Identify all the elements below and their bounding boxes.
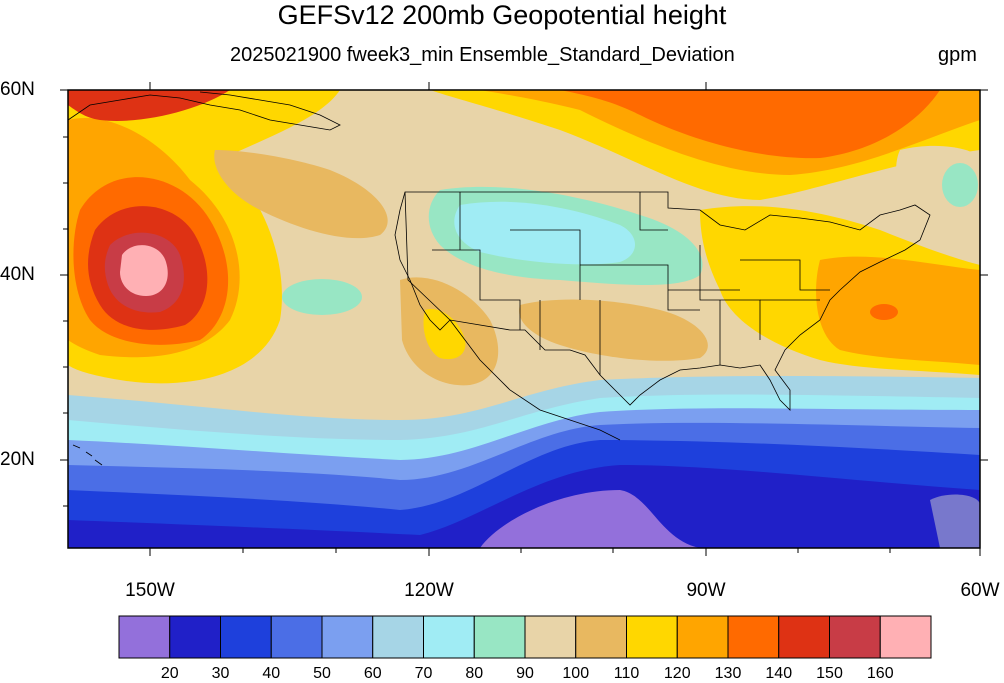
colorbar-tick-label: 60 — [363, 665, 382, 682]
contour-field — [68, 90, 980, 548]
band-30 — [68, 465, 980, 548]
sw-120 — [423, 309, 466, 360]
colorbar-swatch — [270, 615, 323, 659]
colorbar-swatch — [423, 615, 475, 659]
mid-east-120 — [718, 236, 801, 320]
colorbar-tick-label: 40 — [262, 665, 281, 682]
nw-160 — [120, 245, 168, 296]
colorbar-tick-label: 120 — [663, 665, 691, 682]
colorbar-swatch — [727, 615, 780, 659]
south-110 — [519, 299, 708, 361]
colorbar-tick-label: 160 — [866, 665, 894, 682]
colorbar-tick-label: 130 — [714, 665, 742, 682]
north-140 — [560, 90, 940, 159]
colorbar-swatch — [575, 615, 627, 659]
land-shadow — [930, 494, 980, 548]
alaska-150 — [68, 90, 230, 121]
east-130 — [816, 256, 980, 365]
colorbar-swatch — [321, 615, 374, 659]
colorbar-tick-label: 80 — [465, 665, 484, 682]
units-label: gpm — [938, 44, 977, 66]
colorbar-swatch — [372, 615, 424, 659]
lon-label-60w: 60W — [960, 580, 1000, 601]
lon-label-150w: 150W — [125, 580, 175, 601]
colorbar-tick-label: 100 — [562, 665, 590, 682]
colorbar-tick-label: 20 — [160, 665, 179, 682]
lat-label-40n: 40N — [0, 264, 35, 285]
colorbar-swatch — [778, 615, 830, 659]
colorbar-swatch — [473, 615, 526, 659]
west-green — [282, 279, 362, 315]
colorbar-tick-label: 150 — [816, 665, 843, 682]
colorbar-swatch — [626, 615, 678, 659]
colorbar-swatch — [676, 615, 729, 659]
band-20 — [480, 490, 700, 548]
east-140 — [870, 304, 898, 320]
colorbar-tick-label: 90 — [516, 665, 534, 682]
ne-green — [942, 163, 978, 207]
colorbar-swatch — [879, 615, 932, 659]
colorbar-tick-label: 30 — [211, 665, 230, 682]
colorbar-tick-label: 50 — [313, 665, 331, 682]
map-frame — [67, 89, 981, 549]
plains-80 — [454, 201, 635, 265]
lon-label-120w: 120W — [404, 580, 454, 601]
map-title: GEFSv12 200mb Geopotential height — [277, 0, 727, 30]
colorbar-tick-label: 110 — [613, 665, 640, 682]
colorbar-swatch — [169, 615, 221, 659]
lat-label-20n: 20N — [0, 449, 35, 470]
colorbar-tick-label: 140 — [765, 665, 793, 682]
map-subtitle: 2025021900 fweek3_min Ensemble_Standard_… — [230, 44, 735, 66]
colorbar-swatch — [829, 615, 881, 659]
lat-label-60n: 60N — [0, 79, 35, 100]
colorbar-swatch — [118, 615, 171, 659]
colorbar-swatch — [220, 615, 272, 659]
west-110 — [214, 150, 388, 239]
boundaries — [68, 91, 931, 466]
ticks — [60, 82, 988, 556]
colorbar-tick-label: 70 — [414, 665, 433, 682]
colorbar — [118, 615, 932, 659]
lon-label-90w: 90W — [686, 580, 726, 601]
colorbar-swatch — [524, 615, 577, 659]
